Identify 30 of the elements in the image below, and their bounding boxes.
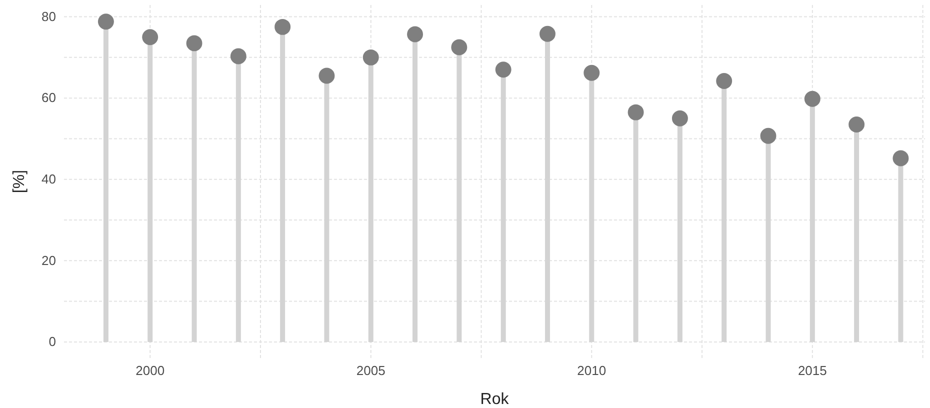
point bbox=[407, 26, 423, 42]
point bbox=[540, 26, 556, 42]
point bbox=[760, 128, 776, 144]
point bbox=[274, 18, 291, 35]
point bbox=[98, 14, 114, 30]
y-axis-title: [%] bbox=[11, 170, 28, 194]
x-axis-title: Rok bbox=[480, 391, 510, 408]
point bbox=[451, 39, 468, 56]
point bbox=[230, 48, 246, 64]
point bbox=[186, 35, 202, 52]
point bbox=[716, 73, 732, 89]
point bbox=[584, 64, 600, 81]
point bbox=[804, 90, 820, 107]
point bbox=[362, 49, 379, 66]
y-tick-label: 0 bbox=[48, 334, 56, 350]
point bbox=[892, 150, 909, 166]
point bbox=[628, 104, 644, 120]
point bbox=[142, 29, 158, 46]
y-tick-label: 40 bbox=[42, 172, 56, 187]
point bbox=[848, 116, 865, 132]
y-tick-label: 60 bbox=[42, 90, 56, 106]
y-tick-label: 20 bbox=[42, 252, 56, 268]
x-tick-label: 2005 bbox=[356, 363, 386, 378]
point bbox=[495, 62, 512, 78]
y-tick-label: 80 bbox=[42, 8, 56, 24]
x-tick-label: 2015 bbox=[798, 363, 827, 378]
x-tick-label: 2010 bbox=[577, 363, 606, 378]
x-tick-label: 2000 bbox=[136, 363, 165, 378]
point bbox=[672, 110, 688, 126]
point bbox=[318, 68, 335, 84]
